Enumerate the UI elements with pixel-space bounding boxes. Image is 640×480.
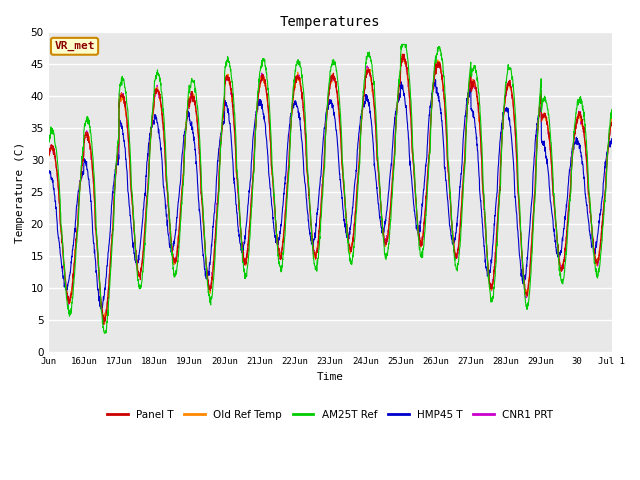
Y-axis label: Temperature (C): Temperature (C) [15,142,25,242]
Legend: Panel T, Old Ref Temp, AM25T Ref, HMP45 T, CNR1 PRT: Panel T, Old Ref Temp, AM25T Ref, HMP45 … [103,406,557,424]
Title: Temperatures: Temperatures [280,15,380,29]
X-axis label: Time: Time [317,372,344,382]
Text: VR_met: VR_met [54,41,95,51]
